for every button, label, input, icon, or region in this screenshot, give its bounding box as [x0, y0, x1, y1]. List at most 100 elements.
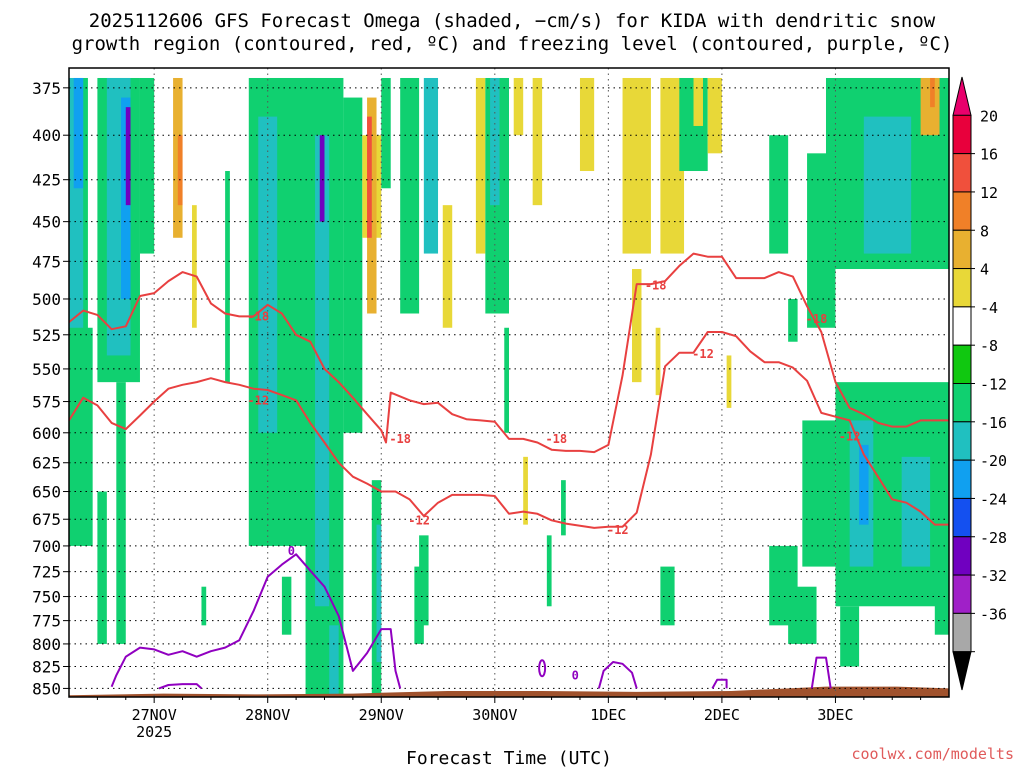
- contour-line: [597, 661, 638, 689]
- omega-cell: [125, 107, 131, 206]
- colorbar-label: -12: [980, 376, 1007, 394]
- omega-cell: [367, 116, 372, 238]
- contour-label: -18: [806, 312, 828, 326]
- x-tick-label: 28NOV: [245, 706, 290, 724]
- contour-line: [158, 683, 203, 690]
- contour-labels: -18 -18 -18 -18 -18 -12 -12 -12 -12 -12 0 0: [247, 279, 860, 683]
- colorbar-label: 8: [980, 222, 989, 240]
- omega-cell: [523, 456, 528, 525]
- omega-cell: [693, 77, 703, 126]
- y-tick-label: 575: [32, 393, 61, 412]
- omega-cell: [513, 77, 524, 136]
- omega-cell: [442, 205, 453, 328]
- omega-cell: [788, 298, 798, 342]
- x-tick-label: 3DEC: [817, 706, 853, 724]
- y-tick-label: 400: [32, 126, 61, 145]
- omega-cell: [315, 135, 330, 607]
- omega-cell: [859, 444, 869, 525]
- terrain-fill: [69, 686, 949, 697]
- omega-cell: [532, 77, 543, 206]
- colorbar-band: [952, 574, 972, 614]
- colorbar-label: 4: [980, 261, 989, 279]
- y-tick-label: 800: [32, 635, 61, 654]
- omega-cell: [423, 77, 439, 254]
- omega-cell: [546, 535, 552, 607]
- x-tick-label: 2DEC: [704, 706, 740, 724]
- colorbar-band: [952, 383, 972, 423]
- y-tick-label: 450: [32, 213, 61, 232]
- contour-line: [69, 331, 949, 529]
- omega-cell: [73, 77, 84, 189]
- y-tick-label: 650: [32, 483, 61, 502]
- grid: [69, 68, 949, 697]
- colorbar-label: 20: [980, 107, 998, 125]
- omega-cell: [934, 566, 949, 635]
- omega-cell: [632, 269, 642, 383]
- credit-text[interactable]: coolwx.com/modelts: [851, 745, 1014, 763]
- title-line-1: 2025112606 GFS Forecast Omega (shaded, −…: [89, 10, 936, 32]
- y-tick-label: 725: [32, 563, 61, 582]
- colorbar-label: -16: [980, 414, 1007, 432]
- colorbar-band: [952, 344, 972, 384]
- contour-loop: [538, 659, 547, 678]
- omega-cell: [281, 576, 292, 635]
- omega-cell: [660, 77, 685, 254]
- omega-cell: [561, 480, 566, 536]
- colorbar-top-arrow: [952, 76, 972, 116]
- plot-frame: [68, 67, 950, 698]
- omega-cell: [863, 116, 912, 254]
- title-line-2: growth region (contoured, red, ºC) and f…: [72, 33, 953, 55]
- colorbar-label: -36: [980, 605, 1007, 623]
- omega-cell: [901, 456, 931, 567]
- contour-label: -12: [839, 429, 861, 443]
- contour-label: 0: [572, 668, 579, 682]
- omega-cell: [201, 586, 207, 626]
- x-tick-label: 29NOV: [359, 706, 404, 724]
- colorbar-band: [952, 497, 972, 538]
- contour-line: [110, 553, 402, 689]
- colorbar-bottom-arrow: [952, 651, 972, 691]
- omega-cell: [367, 97, 377, 314]
- omega-cell: [329, 625, 339, 697]
- contour-label: -12: [692, 347, 714, 361]
- colorbar-band: [952, 536, 972, 576]
- omega-cell: [707, 77, 722, 154]
- x-tick-label: 27NOV: [132, 706, 177, 724]
- colorbar-band: [952, 153, 972, 193]
- colorbar-band: [952, 229, 972, 270]
- omega-cell: [930, 77, 935, 108]
- omega-cell: [258, 116, 278, 433]
- contour-label: -18: [545, 432, 567, 446]
- contour-label: -18: [645, 279, 667, 293]
- y-tick-label: 850: [32, 679, 61, 698]
- colorbar-band: [952, 114, 972, 155]
- colorbar-label: -32: [980, 567, 1007, 585]
- contour-line: [69, 252, 949, 454]
- terrain-area: [69, 686, 949, 697]
- colorbar-band: [952, 459, 972, 499]
- colorbar-label: 16: [980, 146, 998, 164]
- colorbar-label: -28: [980, 529, 1007, 547]
- contour-line: [810, 656, 832, 689]
- omega-cell: [840, 606, 860, 667]
- x-tick-label: 1DEC: [590, 706, 626, 724]
- omega-cell: [225, 171, 230, 383]
- omega-cell: [660, 566, 675, 626]
- contour-label: -12: [607, 523, 629, 537]
- omega-cell: [371, 480, 382, 697]
- omega-cell: [414, 566, 424, 644]
- contour-label: -12: [247, 393, 269, 407]
- x-tick-sublabel: 2025: [136, 723, 172, 741]
- y-tick-label: 750: [32, 588, 61, 607]
- y-tick-label: 775: [32, 612, 61, 631]
- colorbar: 20 16 12 8 4 -4 -8 -12 -16 -20 -24 -28 -32 -36: [952, 76, 1007, 691]
- omega-cell: [376, 524, 382, 663]
- omega-cell: [655, 327, 661, 396]
- contour-lines: [69, 252, 949, 690]
- colorbar-band: [952, 268, 972, 308]
- colorbar-band: [952, 191, 972, 231]
- y-tick-label: 550: [32, 360, 61, 379]
- contour-label: -12: [408, 513, 430, 527]
